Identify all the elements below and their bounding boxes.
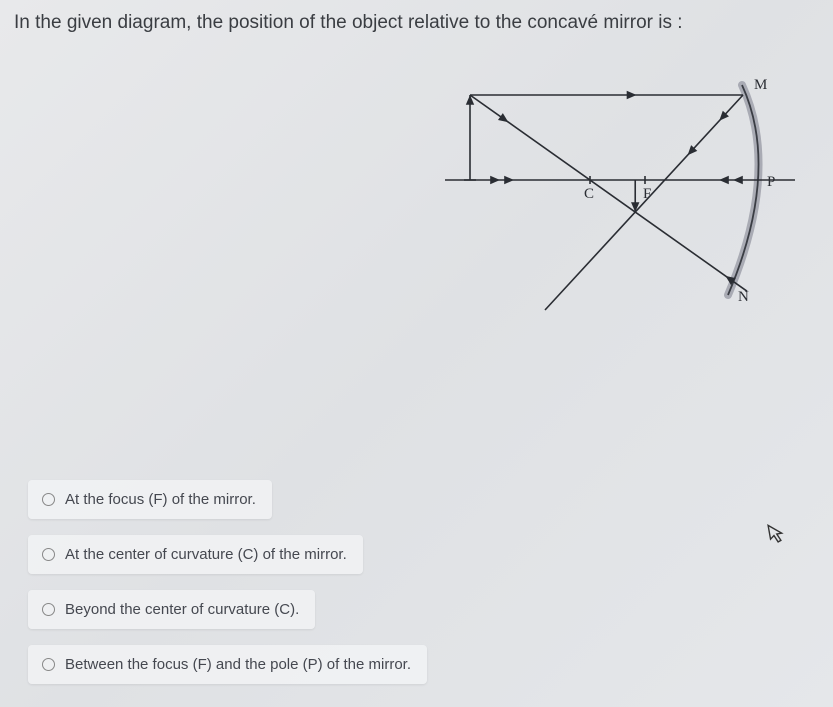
option-label: At the focus (F) of the mirror. [65,491,256,508]
option-c[interactable]: Beyond the center of curvature (C). [28,590,315,629]
option-d[interactable]: Between the focus (F) and the pole (P) o… [28,645,427,684]
radio-icon [42,493,55,506]
svg-text:N: N [738,289,749,305]
option-label: At the center of curvature (C) of the mi… [65,546,347,563]
option-a[interactable]: At the focus (F) of the mirror. [28,480,272,519]
svg-text:C: C [584,186,594,202]
options-list: At the focus (F) of the mirror. At the c… [28,480,588,700]
radio-icon [42,658,55,671]
svg-text:M: M [754,77,767,93]
question-text: In the given diagram, the position of th… [14,12,683,34]
radio-icon [42,548,55,561]
option-label: Beyond the center of curvature (C). [65,601,299,618]
option-b[interactable]: At the center of curvature (C) of the mi… [28,535,363,574]
option-label: Between the focus (F) and the pole (P) o… [65,656,411,673]
mouse-cursor-icon [766,521,788,551]
radio-icon [42,603,55,616]
ray-diagram: C F P M N [425,65,805,325]
svg-text:P: P [767,174,775,190]
svg-text:F: F [643,186,651,202]
